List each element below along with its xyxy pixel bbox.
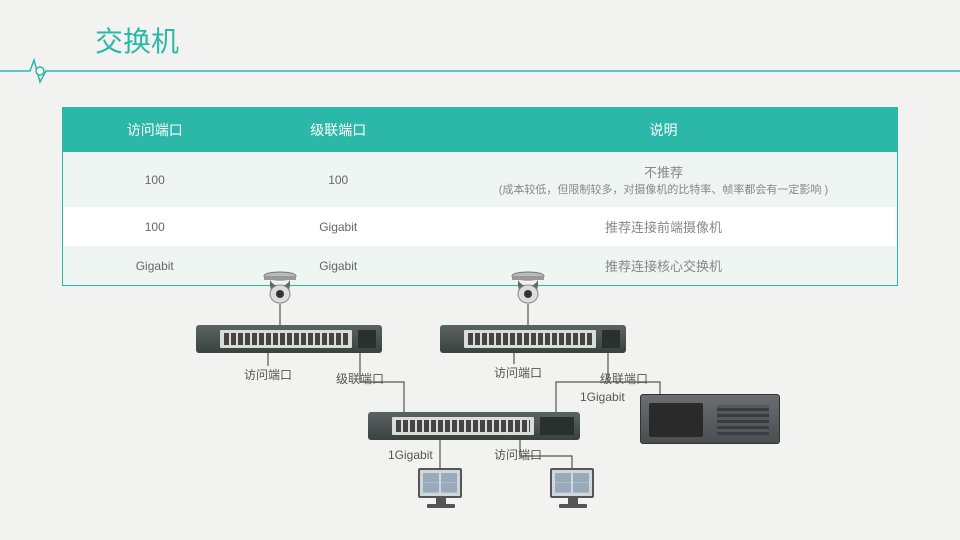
label-uplink-port: 级联端口 (336, 370, 384, 387)
label-access-port: 访问端口 (244, 366, 292, 383)
nvr-icon (640, 394, 780, 444)
page-title: 交换机 (95, 20, 960, 60)
table-row: 100 Gigabit 推荐连接前端摄像机 (63, 207, 897, 246)
desc-main: 不推荐 (644, 165, 683, 180)
label-access-port: 访问端口 (494, 364, 542, 381)
desc-main: 推荐连接前端摄像机 (605, 220, 722, 235)
switch-icon (440, 325, 626, 353)
port-table: 访问端口 级联端口 说明 100 100 不推荐 (成本较低，但限制较多，对摄像… (62, 107, 898, 286)
th-uplink: 级联端口 (246, 108, 429, 152)
label-uplink-port: 级联端口 (600, 370, 648, 387)
switch-icon (196, 325, 382, 353)
label-1gigabit: 1Gigabit (388, 448, 433, 462)
cell: 不推荐 (成本较低，但限制较多，对摄像机的比特率、帧率都会有一定影响 ) (430, 152, 897, 207)
topology-diagram: 访问端口 级联端口 访问端口 级联端口 1Gigabit 1Gigabit 访问… (0, 270, 960, 530)
cell: 100 (63, 207, 246, 246)
cell: 100 (246, 152, 429, 207)
label-1gigabit: 1Gigabit (580, 390, 625, 404)
camera-icon (260, 270, 300, 306)
connection-lines (0, 270, 960, 530)
cell: 推荐连接前端摄像机 (430, 207, 897, 246)
th-access: 访问端口 (63, 108, 246, 152)
label-access-port: 访问端口 (494, 446, 542, 463)
cell: 100 (63, 152, 246, 207)
camera-icon (508, 270, 548, 306)
cell: Gigabit (246, 207, 429, 246)
table-row: 100 100 不推荐 (成本较低，但限制较多，对摄像机的比特率、帧率都会有一定… (63, 152, 897, 207)
monitor-icon (550, 468, 596, 514)
th-desc: 说明 (430, 108, 897, 152)
heartbeat-divider-icon (0, 56, 960, 86)
monitor-icon (418, 468, 464, 514)
desc-sub: (成本较低，但限制较多，对摄像机的比特率、帧率都会有一定影响 ) (438, 181, 889, 197)
core-switch-icon (368, 412, 580, 440)
